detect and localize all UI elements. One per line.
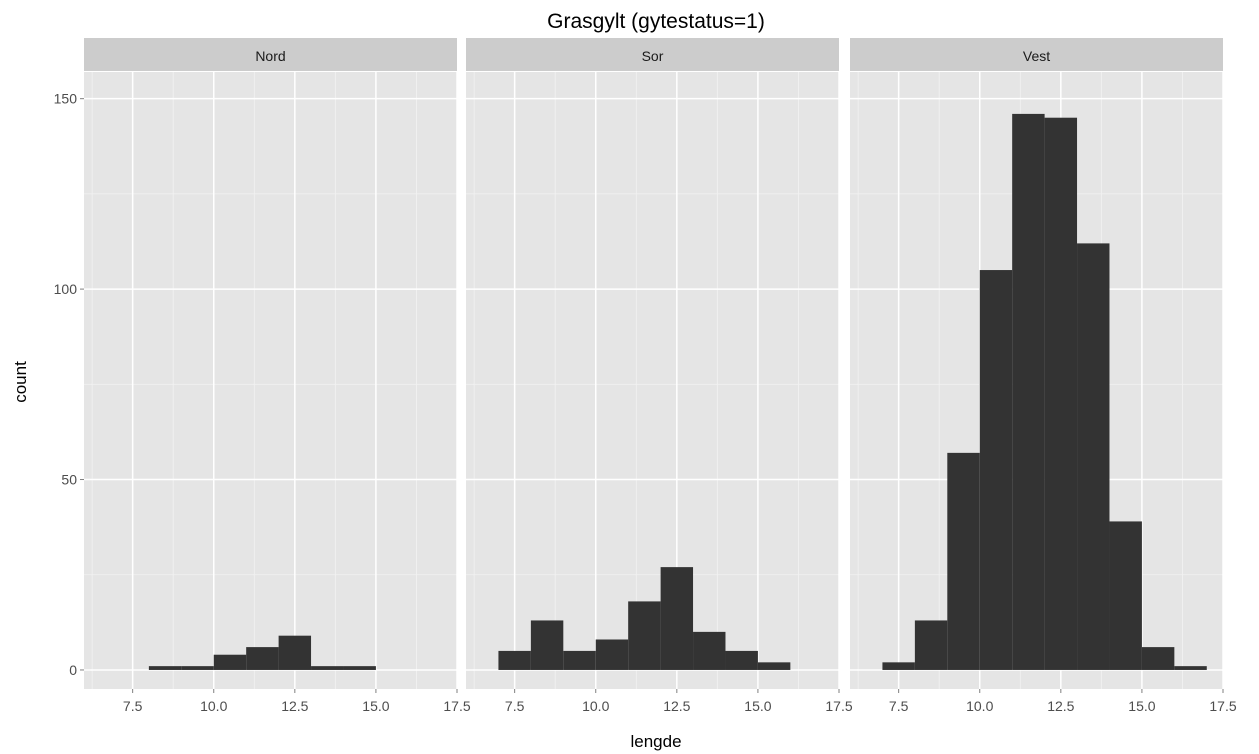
x-tick-label: 15.0 [1128, 698, 1155, 714]
x-tick-label: 12.5 [281, 698, 308, 714]
histogram-bar [278, 635, 312, 670]
facet-strip-label: Sor [642, 48, 664, 64]
y-tick-label: 100 [54, 281, 78, 297]
histogram-bar [498, 650, 531, 670]
facet-strip-label: Nord [255, 48, 285, 64]
histogram-bar [660, 567, 694, 670]
histogram-bar [947, 452, 980, 670]
histogram-bar [530, 620, 564, 670]
histogram-bar [757, 662, 791, 670]
x-axis-title: lengde [630, 732, 681, 751]
x-tick-label: 15.0 [744, 698, 771, 714]
histogram-bar [693, 631, 726, 670]
histogram-bar [1174, 666, 1207, 670]
facet-panel-vest: Vest 7.5 10.0 12.5 15.0 17.5 [850, 38, 1237, 714]
x-tick-label: 15.0 [362, 698, 389, 714]
histogram-bar [246, 647, 279, 670]
histogram-bar [979, 270, 1013, 670]
x-tick-label: 17.5 [1209, 698, 1236, 714]
histogram-bar [1109, 521, 1142, 670]
panel-background [84, 72, 457, 689]
facet-strip [850, 38, 1223, 71]
x-tick-label: 17.5 [825, 698, 852, 714]
histogram-bar [1077, 243, 1110, 670]
y-tick-label: 150 [54, 91, 78, 107]
x-tick-label: 7.5 [505, 698, 525, 714]
histogram-bar [1044, 117, 1078, 670]
histogram-bar [595, 639, 629, 670]
x-tick-label: 10.0 [582, 698, 609, 714]
facet-panel-nord: Nord 7.5 10.0 12.5 15.0 17.5 [84, 38, 471, 714]
x-tick-label: 17.5 [443, 698, 470, 714]
histogram-bar [563, 650, 596, 670]
y-axis-title: count [11, 361, 30, 403]
x-tick-label: 12.5 [1047, 698, 1074, 714]
facet-panel-sor: Sor 7.5 10.0 12.5 15.0 17.5 [466, 38, 853, 714]
histogram-bar [311, 666, 344, 670]
histogram-bar [914, 620, 948, 670]
x-tick-label: 7.5 [123, 698, 143, 714]
histogram-bar [213, 654, 247, 670]
y-axis: 0 50 100 150 [54, 91, 84, 678]
x-tick-label: 10.0 [966, 698, 993, 714]
x-tick-label: 12.5 [663, 698, 690, 714]
facet-panels: Nord 7.5 10.0 12.5 15.0 17.5 Sor 7.5 10.0 12.5 15.… [84, 38, 1237, 714]
histogram-bar [1012, 113, 1045, 670]
chart-title: Grasgylt (gytestatus=1) [547, 10, 765, 33]
histogram-bar [882, 662, 915, 670]
facet-strip-label: Vest [1023, 48, 1050, 64]
panel-background [466, 72, 839, 689]
histogram-bar [1141, 647, 1175, 670]
y-tick-label: 0 [69, 662, 77, 678]
histogram-bar [628, 601, 661, 670]
x-tick-label: 7.5 [889, 698, 909, 714]
histogram-bar [343, 666, 376, 670]
facet-strip [466, 38, 839, 71]
histogram-bar [148, 666, 182, 670]
histogram-bar [725, 650, 758, 670]
facet-strip [84, 38, 457, 71]
x-tick-label: 10.0 [200, 698, 227, 714]
histogram-bar [181, 666, 214, 670]
y-tick-label: 50 [61, 472, 77, 488]
